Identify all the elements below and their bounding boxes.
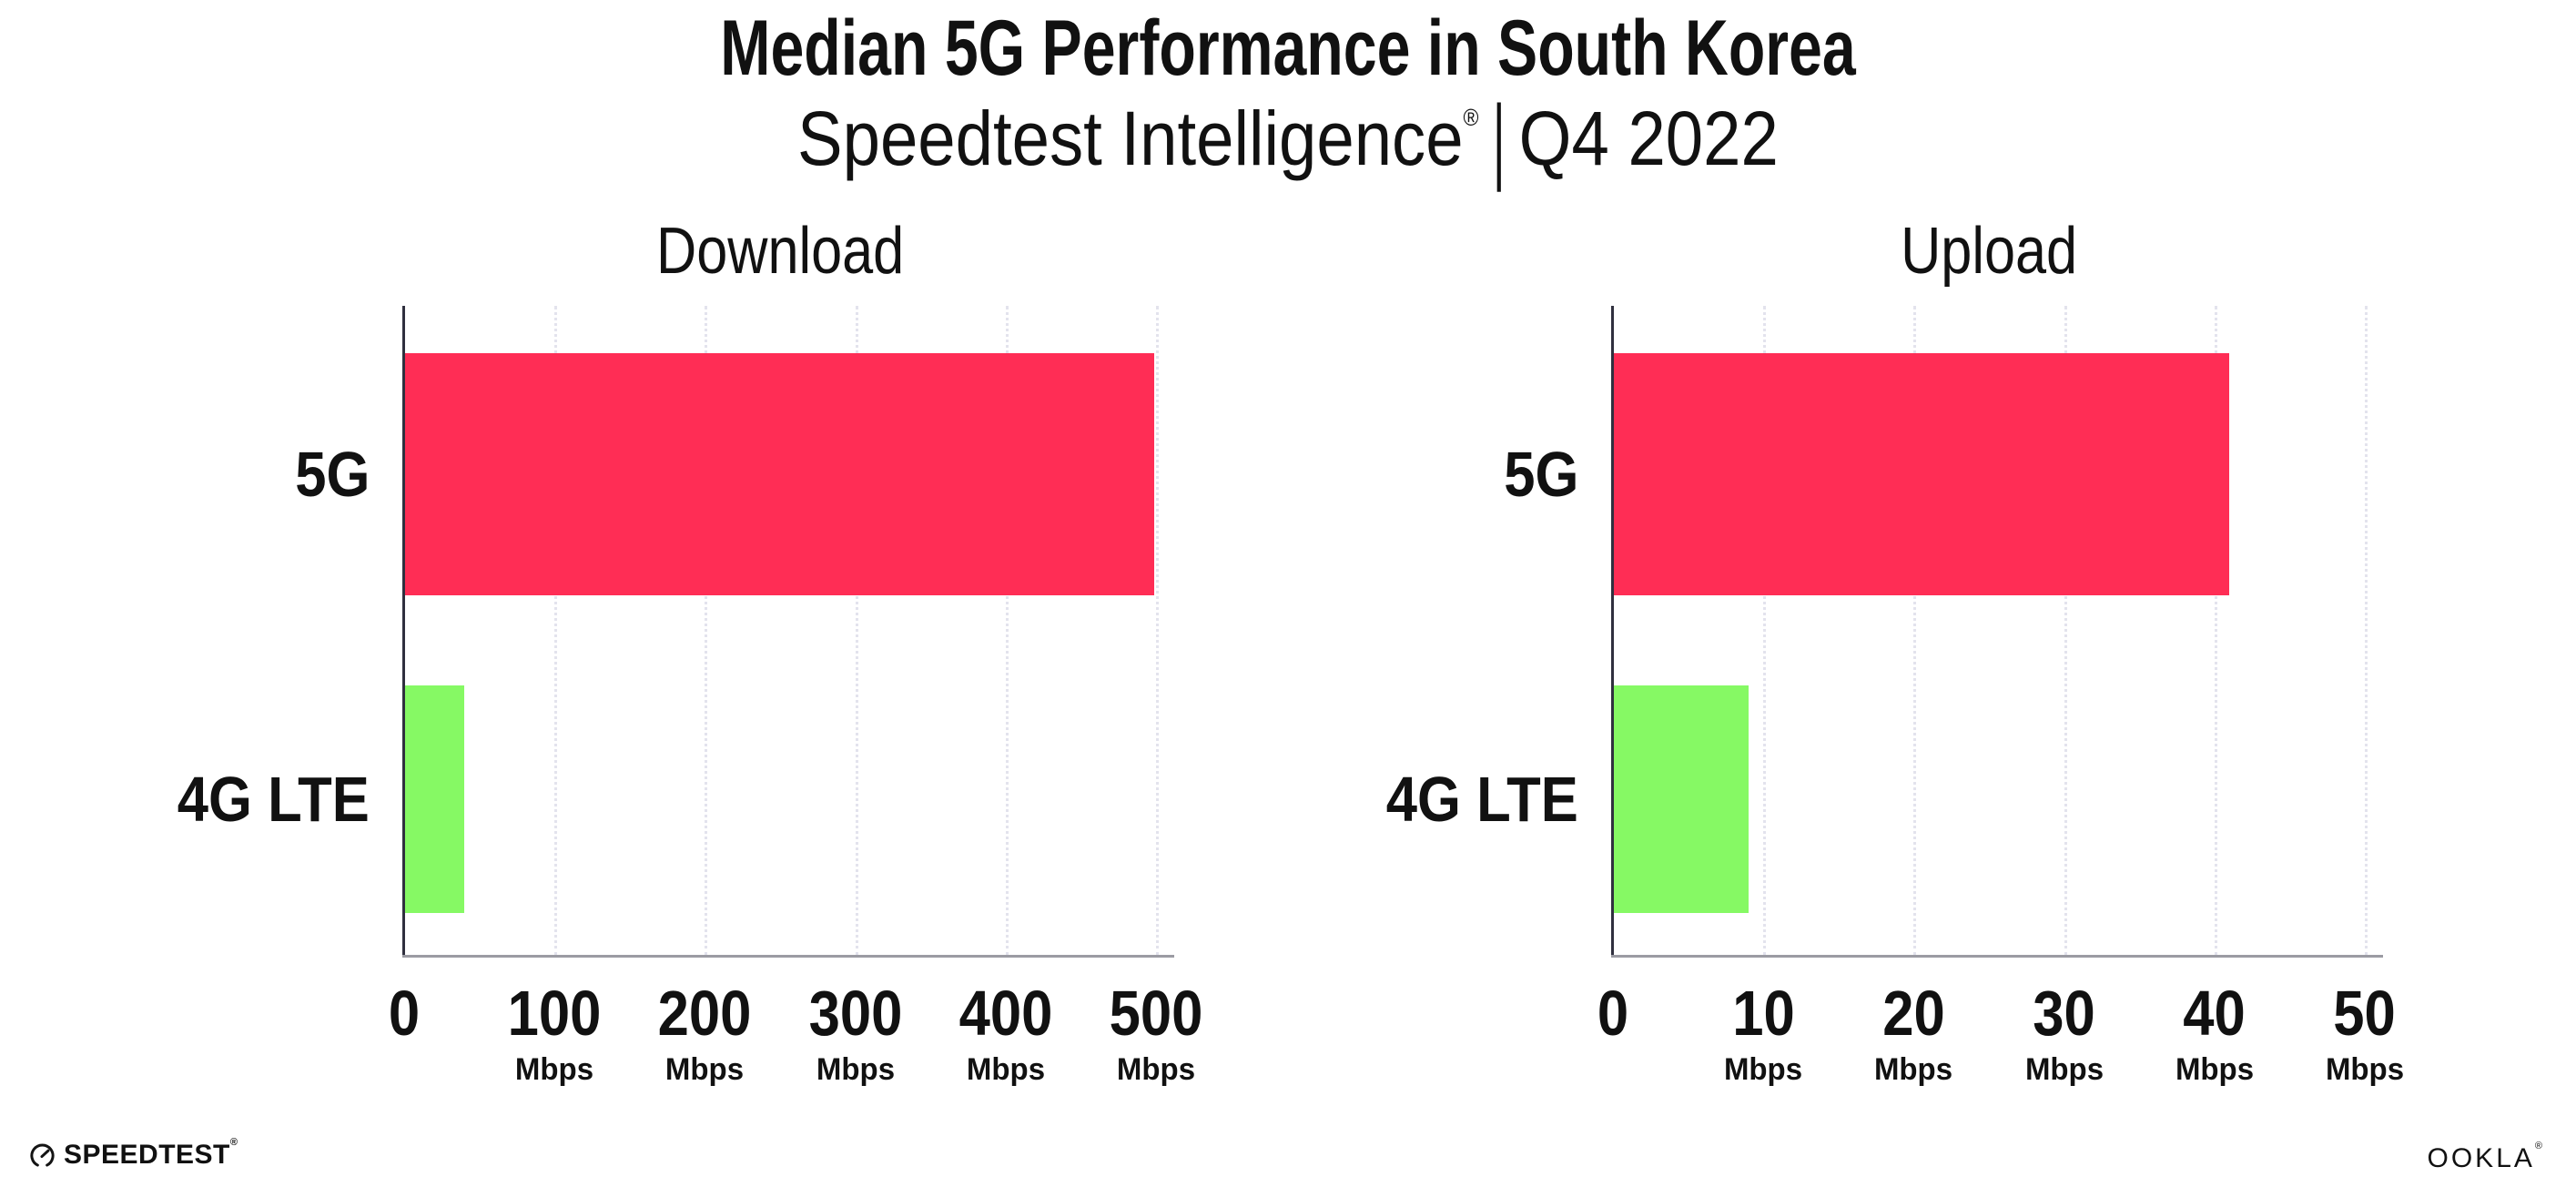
x-axis-ticks-upload: 0 10 Mbps 20 Mbps 30 Mbps 40 Mbps 50 Mbps [1597, 981, 2404, 1090]
xtick-10: 10 Mbps [1723, 981, 1804, 1085]
xtick-value: 50 [2333, 978, 2397, 1049]
ylabel-4g-lte: 4G LTE [1385, 763, 1578, 835]
xtick-0: 0 [387, 981, 422, 1045]
page-title-text: Median 5G Performance in South Korea [720, 5, 1856, 92]
xtick-value: 0 [388, 978, 421, 1049]
bar-4g-lte-download [404, 685, 465, 913]
plot-area-upload [1611, 306, 2383, 958]
xtick-unit: Mbps [1116, 1052, 1196, 1087]
speedtest-logo-text: SPEEDTEST® [64, 1137, 238, 1170]
plot-area-download [402, 306, 1174, 958]
y-axis-labels-download: 5G 4G LTE [146, 306, 370, 956]
gridline-10 [1763, 306, 1767, 956]
page-title: Median 5G Performance in South Korea [0, 9, 2576, 87]
xtick-value: 0 [1597, 978, 1629, 1049]
xtick-30: 30 Mbps [2023, 981, 2104, 1085]
xtick-300: 300 Mbps [802, 981, 908, 1085]
y-axis-line [402, 306, 405, 956]
xtick-unit: Mbps [515, 1052, 594, 1087]
xtick-unit: Mbps [1874, 1052, 1953, 1087]
xtick-value: 200 [658, 978, 752, 1049]
xtick-unit: Mbps [1724, 1052, 1803, 1087]
bar-4g-lte-upload [1613, 685, 1749, 913]
ylabel-5g: 5G [1503, 438, 1578, 510]
gridline-300 [855, 306, 858, 956]
xtick-value: 300 [808, 978, 902, 1049]
xtick-value: 20 [1882, 978, 1945, 1049]
bar-5g-upload [1613, 352, 2230, 596]
xtick-400: 400 Mbps [952, 981, 1059, 1085]
ookla-registered-mark: ® [2534, 1141, 2545, 1151]
gridline-50 [2365, 306, 2368, 956]
upload-chart: Upload 5G 4G LTE 0 10 Mbps 20 Mbps 30 Mbps 40 Mbp… [1354, 215, 2404, 1085]
xtick-20: 20 Mbps [1873, 981, 1954, 1085]
gridline-200 [705, 306, 708, 956]
xtick-0: 0 [1596, 981, 1631, 1045]
chart-title-upload: Upload [1901, 215, 2077, 288]
y-axis-labels-upload: 5G 4G LTE [1354, 306, 1578, 956]
speedtest-logo: SPEEDTEST® [30, 1137, 238, 1170]
gridline-40 [2214, 306, 2217, 956]
x-axis-line [1611, 955, 2383, 958]
gridline-100 [554, 306, 558, 956]
header: Median 5G Performance in South Korea Spe… [0, 9, 2576, 187]
ylabel-5g: 5G [294, 438, 370, 510]
ookla-logo-text: OOKLA [2427, 1143, 2535, 1173]
speedtest-registered-mark: ® [229, 1137, 238, 1148]
subtitle-registered-mark: ® [1463, 104, 1479, 131]
gridline-400 [1005, 306, 1009, 956]
subtitle-brand: Speedtest Intelligence [797, 96, 1464, 181]
xtick-40: 40 Mbps [2174, 981, 2255, 1085]
ylabel-4g-lte: 4G LTE [177, 763, 370, 835]
download-chart: Download 5G 4G LTE 0 100 Mbps 200 Mbps 300 Mbps… [146, 215, 1202, 1085]
speedtest-gauge-icon [30, 1143, 55, 1168]
subtitle-separator: | [1492, 85, 1506, 192]
xtick-value: 500 [1109, 978, 1203, 1049]
xtick-value: 30 [2033, 978, 2095, 1049]
xtick-value: 400 [958, 978, 1053, 1049]
xtick-unit: Mbps [816, 1052, 895, 1087]
xtick-unit: Mbps [665, 1052, 745, 1087]
xtick-unit: Mbps [2175, 1052, 2254, 1087]
ookla-logo: OOKLA® [2427, 1141, 2545, 1173]
xtick-unit: Mbps [2024, 1052, 2104, 1087]
xtick-500: 500 Mbps [1103, 981, 1210, 1085]
page-subtitle: Speedtest Intelligence® | Q4 2022 [0, 91, 2576, 187]
chart-title-download: Download [655, 215, 905, 288]
page-subtitle-text: Speedtest Intelligence® | Q4 2022 [797, 91, 1779, 187]
x-axis-line [402, 955, 1174, 958]
xtick-50: 50 Mbps [2325, 981, 2406, 1085]
gridline-30 [2064, 306, 2067, 956]
bar-5g-download [404, 352, 1155, 596]
subtitle-period: Q4 2022 [1518, 96, 1779, 181]
xtick-unit: Mbps [966, 1052, 1045, 1087]
gridline-20 [1913, 306, 1917, 956]
xtick-value: 40 [2183, 978, 2246, 1049]
xtick-100: 100 Mbps [502, 981, 608, 1085]
xtick-unit: Mbps [2325, 1052, 2405, 1087]
xtick-200: 200 Mbps [652, 981, 758, 1085]
xtick-value: 10 [1731, 978, 1795, 1049]
xtick-value: 100 [507, 978, 602, 1049]
gridline-500 [1156, 306, 1159, 956]
x-axis-ticks-download: 0 100 Mbps 200 Mbps 300 Mbps 400 Mbps 500 Mbps [389, 981, 1203, 1090]
y-axis-line [1611, 306, 1614, 956]
